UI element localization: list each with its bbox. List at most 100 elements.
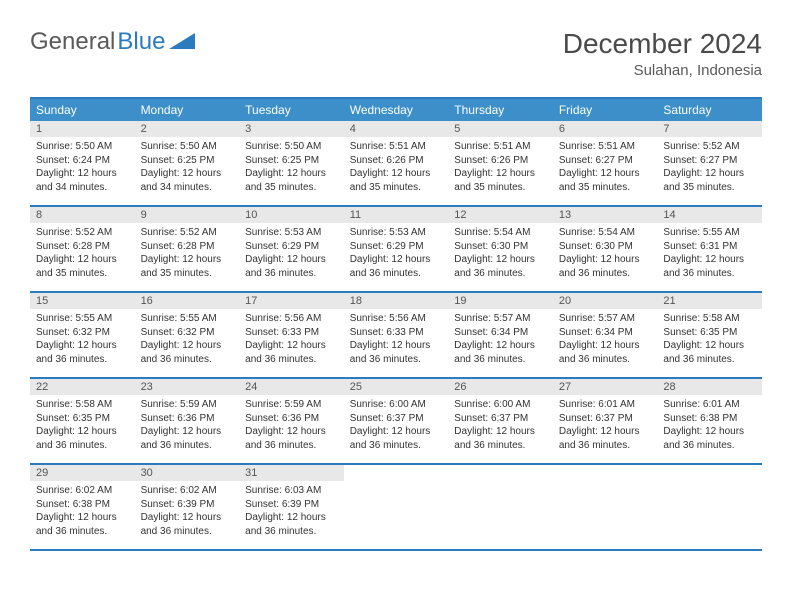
day-number: 9: [135, 207, 240, 223]
day-details: Sunrise: 6:00 AMSunset: 6:37 PMDaylight:…: [344, 395, 449, 456]
day-number: 18: [344, 293, 449, 309]
day-cell: 7Sunrise: 5:52 AMSunset: 6:27 PMDaylight…: [657, 121, 762, 207]
day-cell: 14Sunrise: 5:55 AMSunset: 6:31 PMDayligh…: [657, 207, 762, 293]
day-details: Sunrise: 5:52 AMSunset: 6:28 PMDaylight:…: [30, 223, 135, 284]
day-number: 20: [553, 293, 658, 309]
day-number: 11: [344, 207, 449, 223]
day-cell: 23Sunrise: 5:59 AMSunset: 6:36 PMDayligh…: [135, 379, 240, 465]
day-details: Sunrise: 6:01 AMSunset: 6:38 PMDaylight:…: [657, 395, 762, 456]
day-details: Sunrise: 5:57 AMSunset: 6:34 PMDaylight:…: [448, 309, 553, 370]
day-cell: 13Sunrise: 5:54 AMSunset: 6:30 PMDayligh…: [553, 207, 658, 293]
location: Sulahan, Indonesia: [563, 62, 762, 79]
day-details: Sunrise: 5:56 AMSunset: 6:33 PMDaylight:…: [344, 309, 449, 370]
day-number: 22: [30, 379, 135, 395]
day-number: 1: [30, 121, 135, 137]
day-cell: 16Sunrise: 5:55 AMSunset: 6:32 PMDayligh…: [135, 293, 240, 379]
day-cell: 21Sunrise: 5:58 AMSunset: 6:35 PMDayligh…: [657, 293, 762, 379]
day-details: Sunrise: 6:02 AMSunset: 6:39 PMDaylight:…: [135, 481, 240, 542]
day-number: 4: [344, 121, 449, 137]
day-cell: 1Sunrise: 5:50 AMSunset: 6:24 PMDaylight…: [30, 121, 135, 207]
day-details: Sunrise: 5:50 AMSunset: 6:25 PMDaylight:…: [135, 137, 240, 198]
day-cell: 25Sunrise: 6:00 AMSunset: 6:37 PMDayligh…: [344, 379, 449, 465]
day-details: Sunrise: 5:55 AMSunset: 6:32 PMDaylight:…: [135, 309, 240, 370]
day-number: 7: [657, 121, 762, 137]
day-cell: 10Sunrise: 5:53 AMSunset: 6:29 PMDayligh…: [239, 207, 344, 293]
day-cell: 31Sunrise: 6:03 AMSunset: 6:39 PMDayligh…: [239, 465, 344, 551]
day-number: 25: [344, 379, 449, 395]
day-number: 12: [448, 207, 553, 223]
day-number: 16: [135, 293, 240, 309]
day-details: Sunrise: 5:51 AMSunset: 6:26 PMDaylight:…: [344, 137, 449, 198]
day-cell: 4Sunrise: 5:51 AMSunset: 6:26 PMDaylight…: [344, 121, 449, 207]
day-details: Sunrise: 5:59 AMSunset: 6:36 PMDaylight:…: [239, 395, 344, 456]
day-number: 2: [135, 121, 240, 137]
day-details: Sunrise: 5:50 AMSunset: 6:24 PMDaylight:…: [30, 137, 135, 198]
day-number: 30: [135, 465, 240, 481]
day-details: Sunrise: 5:55 AMSunset: 6:32 PMDaylight:…: [30, 309, 135, 370]
day-number: 3: [239, 121, 344, 137]
day-details: Sunrise: 5:58 AMSunset: 6:35 PMDaylight:…: [30, 395, 135, 456]
day-cell: 12Sunrise: 5:54 AMSunset: 6:30 PMDayligh…: [448, 207, 553, 293]
day-details: Sunrise: 5:54 AMSunset: 6:30 PMDaylight:…: [448, 223, 553, 284]
calendar-grid: SundayMondayTuesdayWednesdayThursdayFrid…: [30, 97, 762, 551]
day-cell: 24Sunrise: 5:59 AMSunset: 6:36 PMDayligh…: [239, 379, 344, 465]
day-cell: 11Sunrise: 5:53 AMSunset: 6:29 PMDayligh…: [344, 207, 449, 293]
day-details: Sunrise: 6:00 AMSunset: 6:37 PMDaylight:…: [448, 395, 553, 456]
day-cell: 20Sunrise: 5:57 AMSunset: 6:34 PMDayligh…: [553, 293, 658, 379]
day-number: 6: [553, 121, 658, 137]
weekday-header: Friday: [553, 99, 658, 121]
day-details: Sunrise: 5:53 AMSunset: 6:29 PMDaylight:…: [344, 223, 449, 284]
day-number: 13: [553, 207, 658, 223]
day-number: 5: [448, 121, 553, 137]
day-number: 28: [657, 379, 762, 395]
day-details: Sunrise: 6:02 AMSunset: 6:38 PMDaylight:…: [30, 481, 135, 542]
empty-cell: .: [553, 465, 658, 551]
day-cell: 18Sunrise: 5:56 AMSunset: 6:33 PMDayligh…: [344, 293, 449, 379]
day-details: Sunrise: 5:52 AMSunset: 6:28 PMDaylight:…: [135, 223, 240, 284]
day-cell: 5Sunrise: 5:51 AMSunset: 6:26 PMDaylight…: [448, 121, 553, 207]
day-cell: 28Sunrise: 6:01 AMSunset: 6:38 PMDayligh…: [657, 379, 762, 465]
weekday-header: Sunday: [30, 99, 135, 121]
day-cell: 29Sunrise: 6:02 AMSunset: 6:38 PMDayligh…: [30, 465, 135, 551]
logo-text-1: General: [30, 28, 115, 56]
empty-cell: .: [657, 465, 762, 551]
title-block: December 2024 Sulahan, Indonesia: [563, 28, 762, 79]
day-details: Sunrise: 5:52 AMSunset: 6:27 PMDaylight:…: [657, 137, 762, 198]
page-header: GeneralBlue December 2024 Sulahan, Indon…: [30, 28, 762, 79]
empty-cell: .: [448, 465, 553, 551]
day-details: Sunrise: 5:57 AMSunset: 6:34 PMDaylight:…: [553, 309, 658, 370]
day-details: Sunrise: 5:51 AMSunset: 6:26 PMDaylight:…: [448, 137, 553, 198]
day-cell: 19Sunrise: 5:57 AMSunset: 6:34 PMDayligh…: [448, 293, 553, 379]
day-number: 19: [448, 293, 553, 309]
day-cell: 22Sunrise: 5:58 AMSunset: 6:35 PMDayligh…: [30, 379, 135, 465]
day-cell: 6Sunrise: 5:51 AMSunset: 6:27 PMDaylight…: [553, 121, 658, 207]
day-details: Sunrise: 5:56 AMSunset: 6:33 PMDaylight:…: [239, 309, 344, 370]
weekday-header: Thursday: [448, 99, 553, 121]
triangle-icon: [169, 28, 195, 56]
day-details: Sunrise: 6:01 AMSunset: 6:37 PMDaylight:…: [553, 395, 658, 456]
day-cell: 2Sunrise: 5:50 AMSunset: 6:25 PMDaylight…: [135, 121, 240, 207]
day-cell: 26Sunrise: 6:00 AMSunset: 6:37 PMDayligh…: [448, 379, 553, 465]
day-details: Sunrise: 5:50 AMSunset: 6:25 PMDaylight:…: [239, 137, 344, 198]
day-cell: 9Sunrise: 5:52 AMSunset: 6:28 PMDaylight…: [135, 207, 240, 293]
month-title: December 2024: [563, 28, 762, 60]
logo-text-2: Blue: [117, 28, 165, 56]
day-number: 23: [135, 379, 240, 395]
day-cell: 30Sunrise: 6:02 AMSunset: 6:39 PMDayligh…: [135, 465, 240, 551]
logo: GeneralBlue: [30, 28, 195, 56]
day-number: 29: [30, 465, 135, 481]
day-details: Sunrise: 6:03 AMSunset: 6:39 PMDaylight:…: [239, 481, 344, 542]
day-number: 31: [239, 465, 344, 481]
day-details: Sunrise: 5:58 AMSunset: 6:35 PMDaylight:…: [657, 309, 762, 370]
weekday-header: Monday: [135, 99, 240, 121]
day-cell: 27Sunrise: 6:01 AMSunset: 6:37 PMDayligh…: [553, 379, 658, 465]
day-details: Sunrise: 5:55 AMSunset: 6:31 PMDaylight:…: [657, 223, 762, 284]
day-details: Sunrise: 5:53 AMSunset: 6:29 PMDaylight:…: [239, 223, 344, 284]
weekday-header: Saturday: [657, 99, 762, 121]
day-cell: 15Sunrise: 5:55 AMSunset: 6:32 PMDayligh…: [30, 293, 135, 379]
day-number: 26: [448, 379, 553, 395]
day-cell: 8Sunrise: 5:52 AMSunset: 6:28 PMDaylight…: [30, 207, 135, 293]
day-number: 14: [657, 207, 762, 223]
day-number: 8: [30, 207, 135, 223]
day-number: 24: [239, 379, 344, 395]
